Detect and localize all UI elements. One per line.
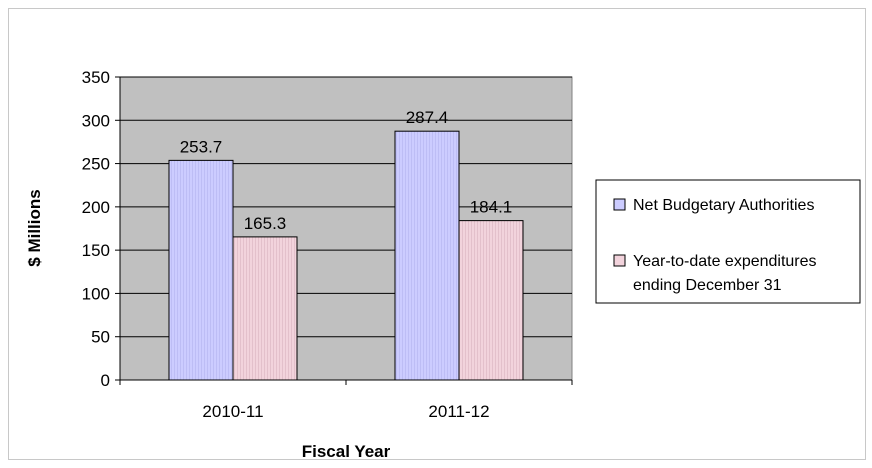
x-tick-label: 2010-11 <box>202 402 263 421</box>
data-label: 165.3 <box>244 214 287 233</box>
x-tick-label: 2011-12 <box>428 402 489 421</box>
x-axis-ticks: 2010-11 2011-12 <box>119 380 573 421</box>
bars <box>168 130 524 381</box>
y-tick-label: 150 <box>82 241 110 260</box>
bar-net-budgetary-authorities <box>168 159 234 381</box>
legend-swatch-ytd-expenditures <box>613 254 626 267</box>
legend-box <box>595 179 861 304</box>
y-tick-label: 100 <box>82 284 110 303</box>
bar-ytd-expenditures <box>458 220 524 381</box>
legend-swatch-net-budgetary <box>613 198 626 211</box>
data-label: 184.1 <box>470 198 513 217</box>
y-axis-ticks: 0 50 100 150 200 250 300 350 <box>82 68 120 390</box>
y-tick-label: 200 <box>82 198 110 217</box>
bar-net-budgetary-authorities <box>394 130 460 381</box>
data-label: 253.7 <box>180 137 223 156</box>
bar-ytd-expenditures <box>232 236 298 381</box>
y-tick-label: 250 <box>82 155 110 174</box>
legend: Net Budgetary Authorities Year-to-date e… <box>595 179 861 304</box>
legend-label-ytd-line-2: ending December 31 <box>633 277 782 294</box>
x-axis-title: Fiscal Year <box>302 442 391 461</box>
legend-label-ytd-line-1: Year-to-date expenditures <box>633 253 817 270</box>
y-tick-label: 350 <box>82 68 110 87</box>
data-labels: 253.7 165.3 287.4 184.1 <box>180 108 513 233</box>
y-tick-label: 50 <box>91 328 110 347</box>
y-tick-label: 300 <box>82 111 110 130</box>
legend-label-net-budgetary: Net Budgetary Authorities <box>633 197 814 214</box>
y-axis-title: $ Millions <box>25 189 44 266</box>
data-label: 287.4 <box>406 108 449 127</box>
y-tick-label: 0 <box>101 371 110 390</box>
